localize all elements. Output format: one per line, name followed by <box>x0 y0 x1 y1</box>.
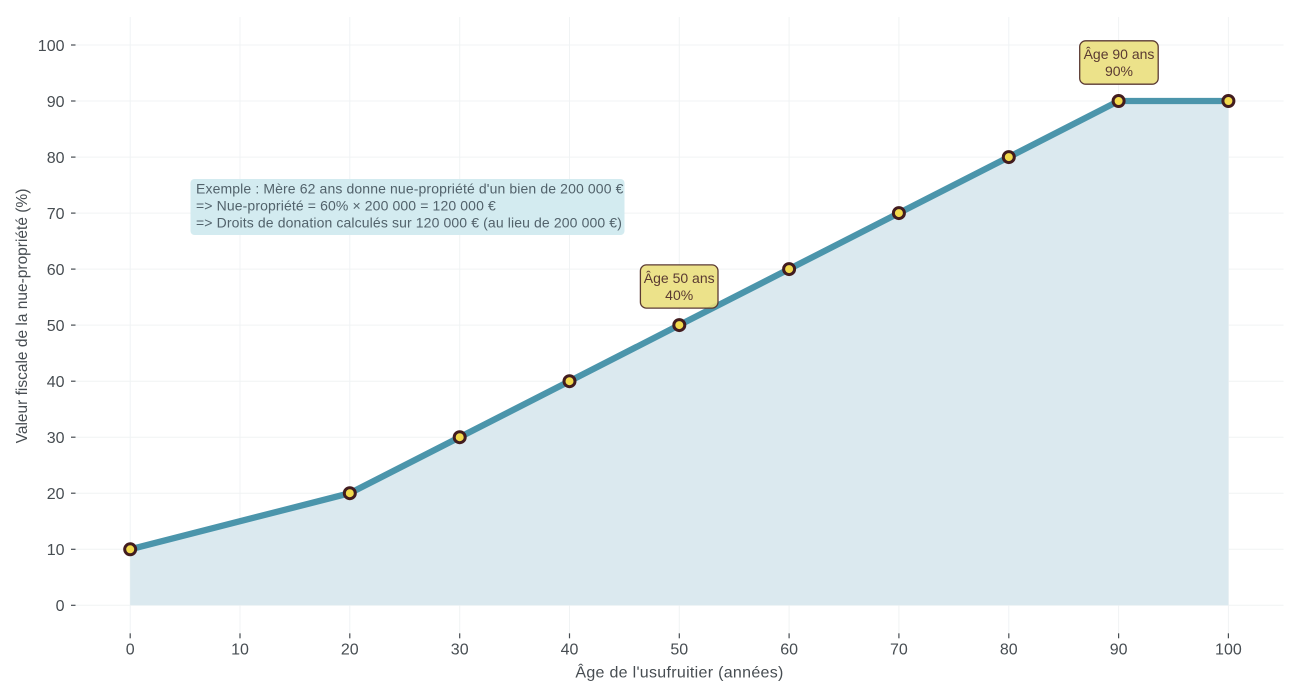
svg-text:80: 80 <box>1000 642 1018 659</box>
svg-text:30: 30 <box>47 430 65 447</box>
svg-text:70: 70 <box>47 206 65 223</box>
svg-text:Exemple : Mère 62 ans donne nu: Exemple : Mère 62 ans donne nue-propriét… <box>196 181 624 197</box>
svg-text:80: 80 <box>47 150 65 167</box>
svg-text:40: 40 <box>561 642 579 659</box>
svg-text:=> Droits de donation calculés: => Droits de donation calculés sur 120 0… <box>196 215 622 231</box>
svg-text:100: 100 <box>38 38 65 55</box>
svg-text:10: 10 <box>231 642 249 659</box>
svg-text:100: 100 <box>1215 642 1242 659</box>
svg-text:Âge 50 ans: Âge 50 ans <box>644 270 715 286</box>
svg-text:40: 40 <box>47 374 65 391</box>
svg-text:Âge de l'usufruitier (années): Âge de l'usufruitier (années) <box>575 663 783 682</box>
svg-text:0: 0 <box>56 598 65 615</box>
svg-text:60: 60 <box>780 642 798 659</box>
svg-text:10: 10 <box>47 542 65 559</box>
svg-text:50: 50 <box>670 642 688 659</box>
svg-text:Âge 90 ans: Âge 90 ans <box>1084 46 1155 62</box>
svg-text:40%: 40% <box>665 287 693 303</box>
svg-text:30: 30 <box>451 642 469 659</box>
svg-text:20: 20 <box>341 642 359 659</box>
svg-text:50: 50 <box>47 318 65 335</box>
svg-text:90: 90 <box>1110 642 1128 659</box>
svg-text:Valeur fiscale de la nue-propr: Valeur fiscale de la nue-propriété (%) <box>14 189 31 444</box>
svg-text:=> Nue-propriété = 60% × 200 0: => Nue-propriété = 60% × 200 000 = 120 0… <box>196 198 496 214</box>
svg-text:70: 70 <box>890 642 908 659</box>
svg-text:0: 0 <box>126 642 135 659</box>
svg-text:60: 60 <box>47 262 65 279</box>
svg-text:20: 20 <box>47 486 65 503</box>
svg-text:90: 90 <box>47 94 65 111</box>
svg-text:90%: 90% <box>1105 63 1133 79</box>
